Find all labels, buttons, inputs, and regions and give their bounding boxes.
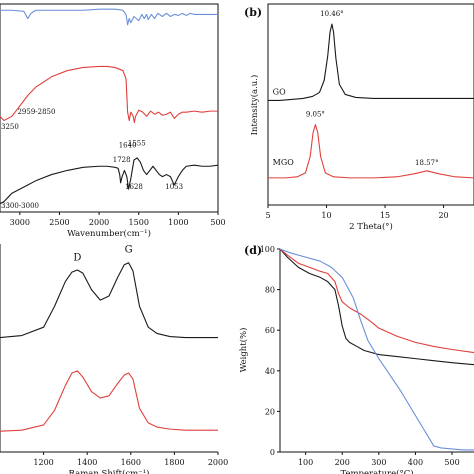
x-tick-label: 500 <box>210 218 225 227</box>
annotation-label: GO <box>273 87 286 96</box>
x-axis-title: Wavenumber(cm⁻¹) <box>67 228 151 239</box>
x-tick-label: 400 <box>408 458 423 467</box>
x-tick-label: 10 <box>321 211 331 220</box>
y-tick-label: 80 <box>265 286 275 295</box>
x-tick-label: 3000 <box>10 218 30 227</box>
y-tick-label: 60 <box>265 326 275 335</box>
panel-a-ftir-chart: 3000 2500 2000 1500 1000 500 3250 2959-2850 1640… <box>0 3 226 239</box>
series-line <box>268 23 474 102</box>
annotation-label: MGO <box>273 158 295 167</box>
series-line <box>0 8 218 26</box>
panel-b-xrd-chart: 5 10 15 20 10.46° GO 9.05° MGO 18.57° 2 Theta(°) I… <box>244 3 474 232</box>
y-tick-label: 40 <box>265 367 275 376</box>
y-tick-label: 20 <box>265 407 275 416</box>
x-axis-title: Temperature(°C) <box>340 468 413 474</box>
series-line <box>279 248 474 366</box>
annotation-label: 1628 <box>125 183 143 191</box>
y-tick-label: 100 <box>260 245 275 254</box>
x-tick-label: 300 <box>371 458 386 467</box>
y-axis-title: Weight(%) <box>238 328 249 373</box>
x-tick-label: 20 <box>438 211 448 220</box>
x-tick-label: 1500 <box>129 218 149 227</box>
annotation-label: 1640 <box>119 142 137 150</box>
x-tick-label: 200 <box>335 458 350 467</box>
series-line <box>0 370 218 432</box>
series-line <box>0 157 219 205</box>
annotation-label: 9.05° <box>306 111 325 119</box>
annotation-label: 18.57° <box>415 159 439 167</box>
panel-label: (b) <box>244 6 262 19</box>
series-line <box>0 65 218 124</box>
series-line <box>268 124 474 179</box>
annotation-label: 1053 <box>165 183 183 191</box>
x-tick-label: 1600 <box>121 458 141 467</box>
annotation-label: 10.46° <box>320 10 344 18</box>
x-axis-title: Raman Shift(cm⁻¹) <box>69 468 150 474</box>
x-axis-title: 2 Theta(°) <box>349 221 393 232</box>
y-tick-label: 0 <box>270 448 275 457</box>
x-tick-label: 100 <box>298 458 313 467</box>
annotation-label: 2959-2850 <box>17 108 55 116</box>
plot-frame <box>267 3 474 206</box>
y-axis-title: Intensity(a.u.) <box>249 75 260 136</box>
x-tick-label: 2000 <box>208 458 228 467</box>
x-tick-label: 15 <box>380 211 390 220</box>
plot-frame <box>0 3 219 213</box>
x-tick-label: 1200 <box>33 458 53 467</box>
x-tick-label: 1000 <box>168 218 188 227</box>
x-tick-label: 1800 <box>164 458 184 467</box>
annotation-label: 1728 <box>113 156 131 164</box>
panel-c-raman-chart: 1200 1400 1600 1800 2000 D G Raman Shift(cm⁻¹) <box>0 244 228 474</box>
series-line <box>279 248 474 354</box>
annotation-label: 3300-3000 <box>1 202 39 210</box>
series-line <box>279 248 474 451</box>
annotation-label: 1555 <box>128 139 146 147</box>
panel-d-tga-chart: 100 200 300 400 500 0 20 40 60 80 100 Temperature(°… <box>238 244 474 474</box>
x-tick-label: 2000 <box>89 218 109 227</box>
x-tick-label: 1400 <box>77 458 97 467</box>
x-tick-label: 2500 <box>49 218 69 227</box>
x-tick-label: 500 <box>444 458 459 467</box>
annotation-label: 3250 <box>1 123 19 131</box>
annotation-label: G <box>125 244 133 255</box>
series-line <box>0 262 218 339</box>
annotation-label: D <box>73 253 81 264</box>
panel-label: (d) <box>244 244 262 257</box>
x-tick-label: 5 <box>265 211 270 220</box>
